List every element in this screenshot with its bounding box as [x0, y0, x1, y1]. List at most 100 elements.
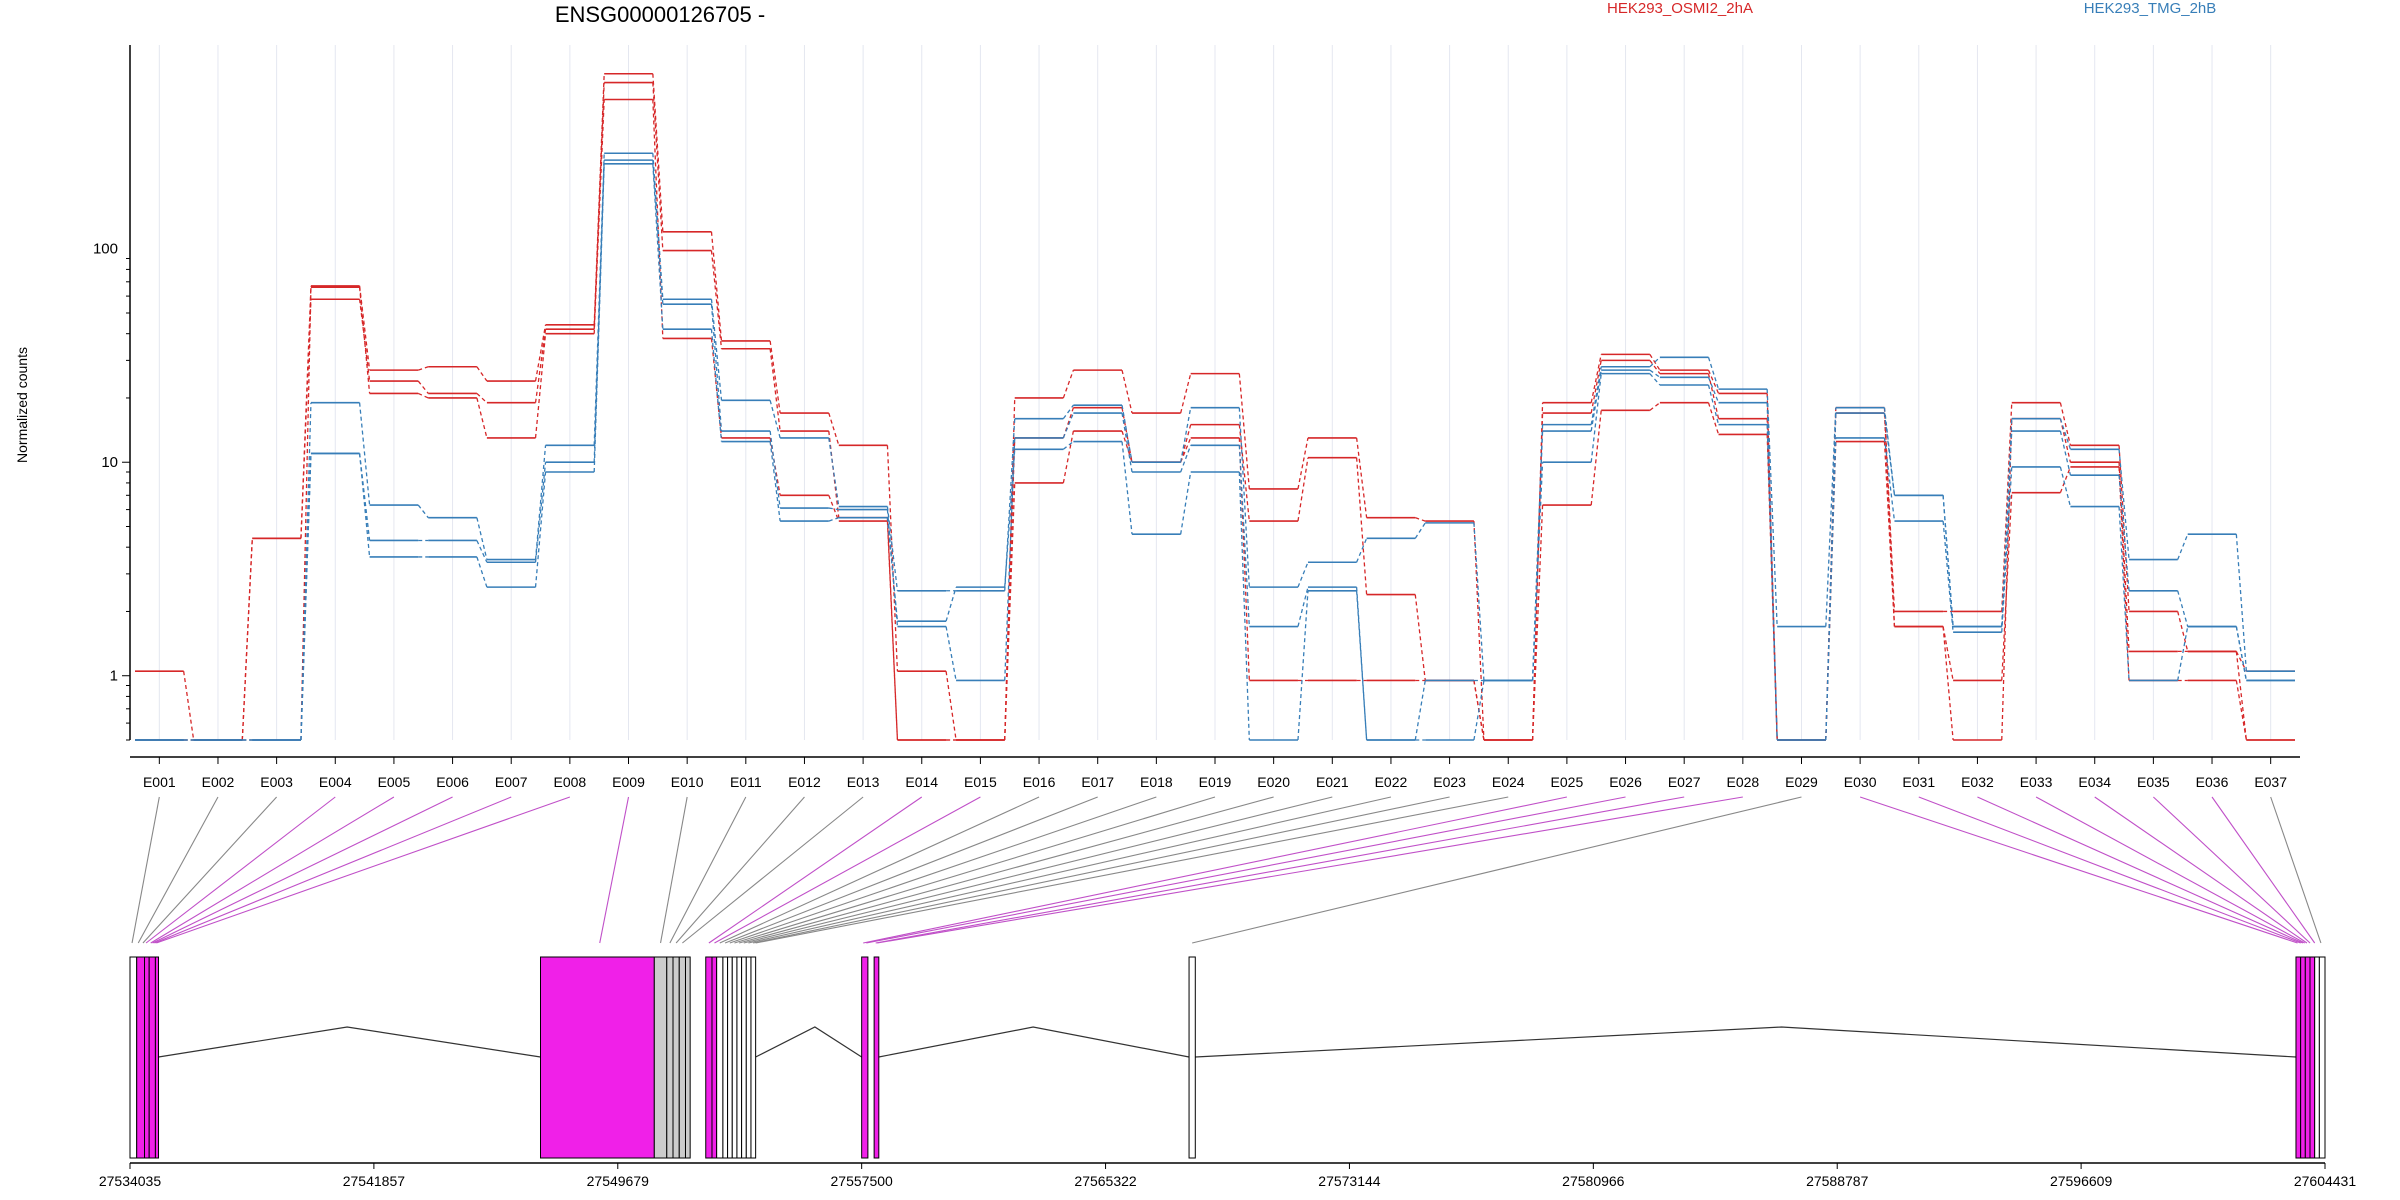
series-6-link — [1004, 449, 1016, 588]
series-4-link — [1825, 407, 1837, 627]
x-tick-label: E003 — [260, 774, 293, 790]
x-tick-label: E007 — [495, 774, 528, 790]
series-4-link — [1766, 389, 1778, 627]
series-4-link — [2177, 533, 2189, 560]
series-2-link — [1355, 457, 1368, 595]
series-2-link — [358, 299, 371, 382]
series-1-link — [769, 340, 781, 414]
series-6-link — [1942, 521, 1954, 633]
genome-tick-label: 27557500 — [831, 1173, 894, 1189]
series-3-link — [2001, 492, 2013, 681]
exon-block — [711, 956, 718, 1159]
series-4-link — [1414, 522, 1426, 539]
series-4-link — [2118, 449, 2130, 560]
series-5-link — [358, 453, 371, 541]
intron-line — [1195, 1026, 2297, 1058]
exon-axis: E001 E002 E003 E004 E005 E006 E007 E008 E009 E010… — [130, 756, 2300, 790]
series-1-link — [2235, 651, 2247, 672]
series-1-link — [1590, 354, 1602, 403]
x-tick-label: E012 — [788, 774, 821, 790]
x-tick-label: E023 — [1433, 774, 1466, 790]
series-1-link — [183, 671, 195, 741]
genome-tick-label: 27596609 — [2050, 1173, 2113, 1189]
series-6-link — [1766, 424, 1778, 741]
series-6-link — [769, 441, 781, 522]
series-5-link — [2001, 430, 2013, 627]
series-1-link — [418, 366, 429, 371]
connector-E023 — [753, 796, 1450, 944]
series-2-link — [1121, 407, 1133, 463]
series-5-link — [1062, 412, 1074, 439]
series-3-link — [1062, 430, 1075, 484]
series-1-link — [1355, 437, 1368, 518]
series-2-link — [1649, 359, 1661, 375]
legend-label-tmg: HEK293_TMG_2hB — [2084, 0, 2217, 17]
x-tick-label: E030 — [1844, 774, 1877, 790]
x-tick-label: E028 — [1726, 774, 1759, 790]
series-5-link — [1707, 377, 1720, 403]
exon-block — [539, 956, 655, 1159]
x-tick-label: E005 — [378, 774, 411, 790]
exon-block — [684, 956, 691, 1159]
series-2-link — [300, 299, 312, 539]
x-tick-label: E010 — [671, 774, 704, 790]
exon-block — [731, 956, 738, 1159]
series-4-link — [358, 402, 371, 506]
intron-line — [878, 1026, 1190, 1058]
chart-title: ENSG00000126705 - — [555, 2, 765, 27]
series-6-link — [1355, 590, 1368, 741]
series-2-link — [1062, 407, 1074, 439]
connector-E004 — [145, 796, 336, 944]
series-4-link — [1707, 357, 1720, 390]
series-6-link — [710, 329, 723, 442]
connector-E010 — [659, 796, 688, 944]
exon-block — [736, 956, 743, 1159]
x-tick-label: E016 — [1023, 774, 1056, 790]
x-tick-label: E035 — [2137, 774, 2170, 790]
connector-E034 — [2094, 796, 2308, 944]
series-4-link — [886, 506, 899, 591]
x-tick-label: E015 — [964, 774, 997, 790]
series-1-link — [652, 73, 664, 232]
series-1-link — [1121, 369, 1133, 414]
series-5-link — [945, 626, 957, 681]
series-2-link — [1238, 424, 1250, 522]
series-6-link — [945, 586, 957, 622]
series-2-link — [2118, 462, 2130, 652]
series-6-link — [2177, 626, 2189, 681]
series-4-link — [1062, 404, 1074, 420]
exon-block — [678, 956, 686, 1159]
y-tick-label: 10 — [101, 454, 118, 471]
connector-E022 — [748, 796, 1392, 944]
genome-tick-label: 27604431 — [2294, 1173, 2357, 1189]
series-1-link — [1649, 354, 1661, 371]
series-3-link — [417, 392, 429, 399]
series-6-link — [828, 517, 839, 522]
series-6-link — [652, 163, 664, 330]
series-3-link — [2118, 466, 2130, 681]
x-tick-label: E004 — [319, 774, 352, 790]
x-tick-label: E002 — [202, 774, 235, 790]
series-4-link — [476, 517, 488, 560]
series-3-link — [2235, 680, 2247, 741]
exon-connector-lines — [131, 796, 2322, 944]
gene-model — [129, 956, 2326, 1159]
series-1-link — [886, 445, 899, 672]
exon-block — [129, 956, 138, 1159]
series-3-link — [1707, 402, 1720, 435]
y-tick-label: 100 — [93, 241, 118, 258]
x-tick-label: E009 — [612, 774, 645, 790]
x-tick-label: E026 — [1609, 774, 1642, 790]
series-4-link — [1590, 366, 1602, 425]
connector-E032 — [1977, 796, 2304, 944]
genome-tick-label: 27534035 — [99, 1173, 162, 1189]
series-5-link — [2118, 475, 2130, 591]
exon-block — [741, 956, 747, 1159]
exon-block — [705, 956, 713, 1159]
x-tick-label: E025 — [1551, 774, 1584, 790]
connector-E033 — [2035, 796, 2305, 944]
y-tick-label: 1 — [110, 668, 118, 685]
series-2-link — [769, 348, 781, 432]
series-2-link — [710, 250, 723, 349]
